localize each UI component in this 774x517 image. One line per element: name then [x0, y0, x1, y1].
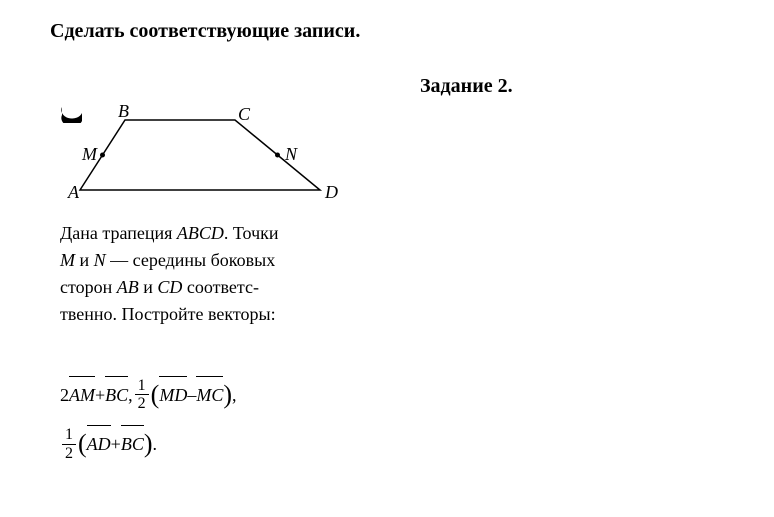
vector-mc: MC [196, 378, 223, 412]
coefficient: 2 [60, 378, 69, 412]
fraction-half: 12 [62, 426, 76, 462]
minus-operator: – [187, 378, 196, 412]
problem-line-4: твенно. Постройте векторы: [60, 301, 360, 328]
fraction-half: 12 [135, 377, 149, 413]
label-m: M [81, 144, 98, 164]
trapezoid-diagram: A B C D M N [60, 105, 380, 215]
m-label: M [60, 250, 75, 270]
point-m-dot [100, 153, 105, 158]
trapezoid-shape [80, 120, 320, 190]
problem-line-2: M и N — середины боковых [60, 247, 360, 274]
vector-expressions: 2AM + BC , 12(MD – MC), 12(AD + BC). [60, 370, 380, 469]
vector-md: MD [159, 378, 187, 412]
cd-label: CD [157, 277, 182, 297]
vector-am: AM [69, 378, 95, 412]
text-segment: сторон [60, 277, 117, 297]
paren-close: ) [144, 419, 153, 468]
label-b: B [118, 105, 129, 121]
vector-ad: AD [87, 427, 111, 461]
text-segment: . Точки [224, 223, 279, 243]
point-n-dot [275, 153, 280, 158]
text-segment: Дана трапеция [60, 223, 177, 243]
comma: , [128, 378, 133, 412]
ab-label: AB [117, 277, 139, 297]
text-segment: и [139, 277, 158, 297]
expression-line-1: 2AM + BC , 12(MD – MC), [60, 370, 380, 419]
instruction-text: Сделать соответствующие записи. [50, 20, 724, 43]
paren-open: ( [78, 419, 87, 468]
text-segment: и [75, 250, 94, 270]
task-title: Задание 2. [420, 75, 513, 98]
paren-close: ) [223, 370, 232, 419]
expression-line-2: 12(AD + BC). [60, 419, 380, 468]
abcd-label: ABCD [177, 223, 224, 243]
label-n: N [284, 144, 298, 164]
comma: , [232, 378, 237, 412]
text-segment: соответс- [182, 277, 259, 297]
problem-line-1: Дана трапеция ABCD. Точки [60, 220, 360, 247]
vector-bc: BC [121, 427, 144, 461]
problem-statement: Дана трапеция ABCD. Точки M и N — середи… [60, 220, 360, 328]
text-segment: — середины боковых [106, 250, 276, 270]
bullet-icon [60, 105, 84, 123]
diagram-svg: A B C D M N [60, 105, 380, 215]
label-d: D [324, 182, 338, 202]
plus-operator: + [95, 378, 105, 412]
plus-operator: + [111, 427, 121, 461]
vector-bc: BC [105, 378, 128, 412]
label-c: C [238, 105, 251, 124]
label-a: A [67, 182, 80, 202]
problem-line-3: сторон AB и CD соответс- [60, 274, 360, 301]
n-label: N [94, 250, 106, 270]
period: . [153, 427, 158, 461]
